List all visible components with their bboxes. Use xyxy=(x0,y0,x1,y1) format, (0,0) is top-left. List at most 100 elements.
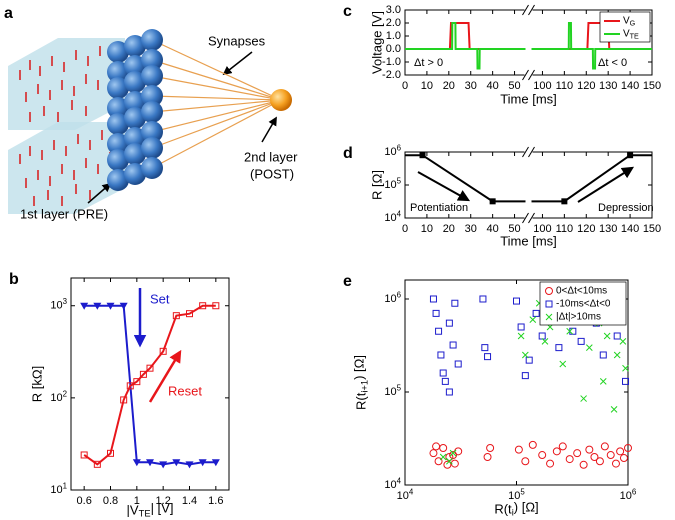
point xyxy=(590,453,599,462)
point xyxy=(585,344,593,351)
chart: b R [kΩ] |VTE| [V] 101 102 103 0.6 0.8 1 1.2 1.4 1.… xyxy=(9,271,230,519)
x-tick-label: 0 xyxy=(402,223,408,235)
x-tick-label: 100 xyxy=(533,80,551,92)
x-tick-label: 120 xyxy=(577,223,595,235)
x-tick-label: 104 xyxy=(397,488,414,502)
point xyxy=(441,377,449,385)
point xyxy=(437,351,445,359)
neuron xyxy=(124,163,146,185)
neuron xyxy=(107,113,129,135)
arrow xyxy=(148,349,182,403)
point xyxy=(517,323,525,331)
point xyxy=(606,451,615,460)
x-tick-label: 40 xyxy=(487,80,499,92)
legend-label: VG xyxy=(623,16,636,28)
neuron xyxy=(107,133,129,155)
arrow xyxy=(417,171,471,202)
point xyxy=(211,459,220,467)
y-axis-title: R [kΩ] xyxy=(29,366,44,402)
x-tick-label: 1 xyxy=(134,495,140,507)
synapse xyxy=(151,99,282,113)
neuron xyxy=(124,143,146,165)
point xyxy=(565,455,574,464)
point xyxy=(546,459,555,468)
series-line xyxy=(405,154,652,203)
legend-swatch xyxy=(545,287,553,295)
panel-label: b xyxy=(9,271,19,288)
point xyxy=(126,382,134,390)
point xyxy=(139,370,147,378)
point xyxy=(483,453,492,462)
point xyxy=(566,327,574,335)
synapse xyxy=(151,99,282,149)
synapses-label: Synapses xyxy=(208,33,266,48)
point xyxy=(577,337,585,345)
point xyxy=(185,461,194,469)
y-tick-label: 0.0 xyxy=(386,43,401,55)
point xyxy=(432,309,440,317)
point xyxy=(198,459,207,467)
y-tick-label: 1.0 xyxy=(386,30,401,42)
point xyxy=(429,295,437,303)
neuron xyxy=(141,65,163,87)
point xyxy=(449,341,457,349)
point xyxy=(132,459,141,467)
arrow xyxy=(577,166,635,203)
y-tick-label: 104 xyxy=(384,210,401,224)
neuron xyxy=(107,77,129,99)
point xyxy=(558,442,567,451)
point xyxy=(489,198,496,205)
point xyxy=(172,312,180,320)
point xyxy=(585,445,594,454)
point xyxy=(93,460,101,468)
x-tick-label: 1.4 xyxy=(182,495,197,507)
point xyxy=(514,445,523,454)
x-axis-title: R(ti) [Ω] xyxy=(494,500,538,518)
annotation: Set xyxy=(150,291,170,306)
illustration: a Synapses 2nd layer (POST) 1st layer (P… xyxy=(4,5,298,221)
axis-break-mark xyxy=(528,146,535,158)
point xyxy=(439,453,447,461)
x-tick-label: 30 xyxy=(465,80,477,92)
chart: c Voltage [V] Time [ms] -2.0-1.00.01.02.03.… xyxy=(343,3,661,106)
point xyxy=(445,453,454,462)
panel-label: a xyxy=(4,5,13,22)
pre-plane xyxy=(8,38,125,130)
neuron xyxy=(141,121,163,143)
neuron xyxy=(141,49,163,71)
point xyxy=(106,302,115,310)
neuron xyxy=(107,41,129,63)
y-axis-title: Voltage [V] xyxy=(369,11,384,74)
post-label: 2nd layer xyxy=(244,149,298,164)
synapse xyxy=(151,75,282,101)
point xyxy=(93,302,102,310)
point xyxy=(521,372,529,380)
point xyxy=(573,449,582,458)
point xyxy=(484,353,492,361)
y-tick-label: -2.0 xyxy=(382,69,401,81)
point xyxy=(613,351,621,359)
point xyxy=(479,295,487,303)
point xyxy=(552,447,561,456)
neuron xyxy=(124,55,146,77)
x-tick-label: 10 xyxy=(421,80,433,92)
neuron xyxy=(141,157,163,179)
point xyxy=(622,377,630,385)
neuron xyxy=(124,91,146,113)
y-tick-label: 105 xyxy=(384,177,401,191)
neuron xyxy=(124,107,146,129)
x-tick-label: 50 xyxy=(508,80,520,92)
pre-label: 1st layer (PRE) xyxy=(20,206,108,221)
point xyxy=(579,460,588,469)
point xyxy=(446,457,453,465)
point xyxy=(599,351,607,359)
x-tick-label: 140 xyxy=(621,223,639,235)
annotation: Δt < 0 xyxy=(598,57,627,69)
point xyxy=(619,454,628,463)
point xyxy=(159,461,168,469)
legend-label: -10ms<Δt<0 xyxy=(556,299,611,310)
point xyxy=(454,447,463,456)
axis-break-mark xyxy=(522,212,529,224)
arrow xyxy=(261,116,277,143)
